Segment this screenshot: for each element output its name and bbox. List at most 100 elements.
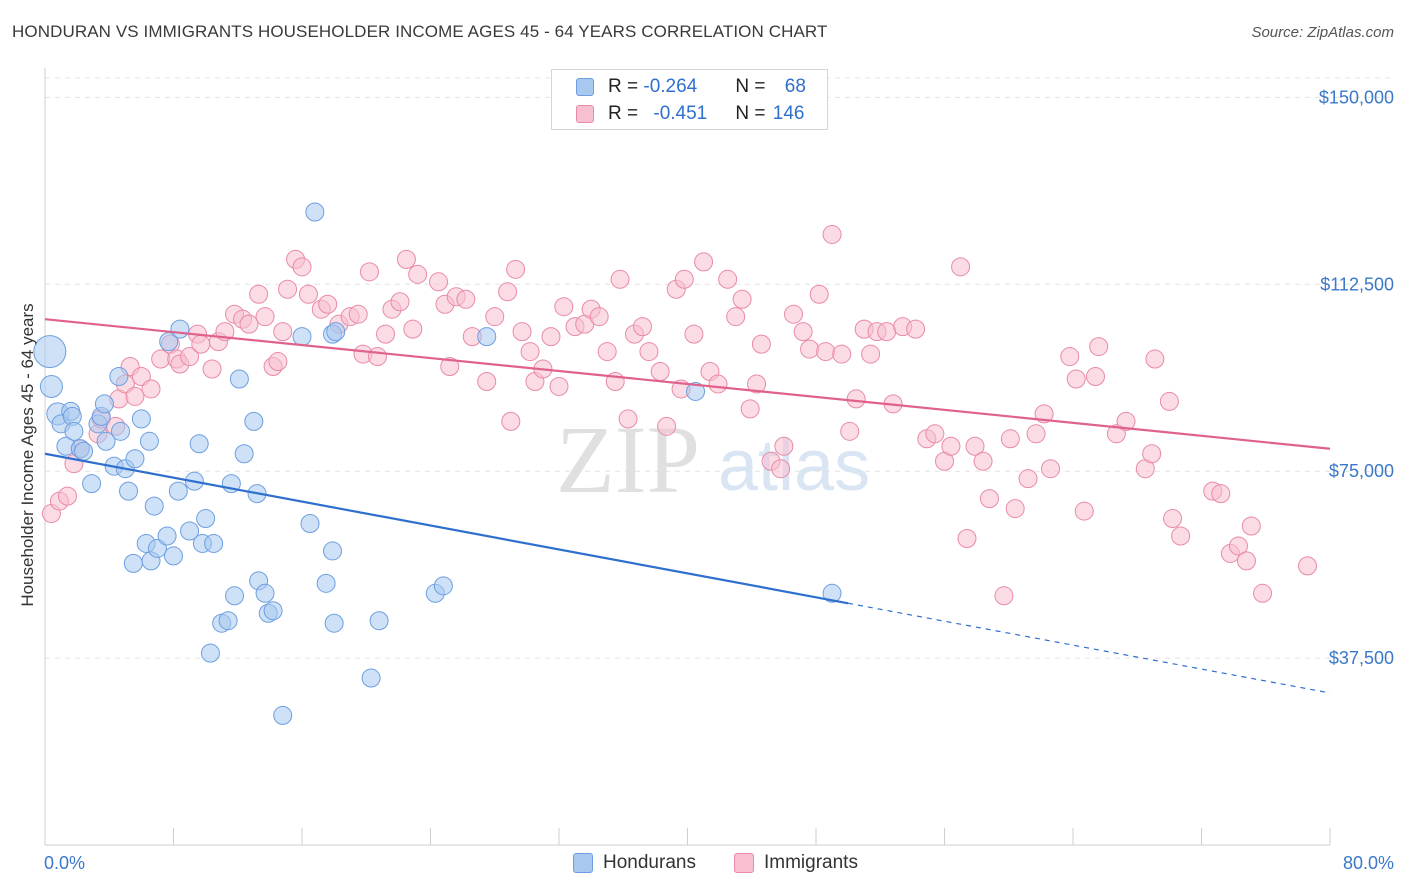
immigrants-point [973,451,993,471]
immigrants-point [1060,347,1080,367]
immigrants-point [684,324,704,344]
hondurans-point [292,327,312,347]
n-value: 68 [784,76,806,97]
y-tick-label: $75,000 [1329,461,1394,481]
immigrants-point [1145,349,1165,369]
immigrants-point [541,327,561,347]
immigrants-point [906,319,926,339]
immigrants-point [408,264,428,284]
hondurans-point [180,521,200,541]
immigrants-point [359,262,379,282]
immigrants-point [278,279,298,299]
hondurans-point [316,573,336,593]
immigrants-point [832,344,852,364]
hondurans-point [82,474,102,494]
hondurans-point [234,444,254,464]
immigrants-point [740,399,760,419]
immigrants-point [1163,509,1183,529]
hondurans-point [255,583,275,603]
immigrants-point [1089,337,1109,357]
hondurans-point [125,449,145,469]
immigrants-point [1074,501,1094,521]
hondurans-point [164,546,183,566]
hondurans-swatch [576,78,594,96]
immigrants-point [771,459,791,479]
hondurans-point [139,431,159,451]
hondurans-point [822,583,842,603]
hondurans-point [168,481,188,501]
immigrants-point [732,289,752,309]
hondurans-point [244,411,264,431]
hondurans-point [218,611,238,631]
hondurans-point [369,611,389,631]
hondurans-point [324,613,344,633]
hondurans-point [200,643,220,663]
immigrants-point [1142,444,1162,464]
immigrants-point [1041,459,1061,479]
immigrants-point [1116,411,1136,431]
immigrants-point [1298,556,1318,576]
immigrants-point [597,342,617,362]
immigrants-point [965,436,985,456]
r-label: R = [608,103,644,124]
n-value: 146 [772,103,805,124]
hondurans-points [33,202,842,725]
hondurans-point [686,381,706,401]
x-tick-max: 80.0% [1343,853,1394,873]
chart-title: HONDURAN VS IMMIGRANTS HOUSEHOLDER INCOM… [12,22,828,41]
immigrants-point [1171,526,1191,546]
y-tick-label: $150,000 [1319,87,1394,107]
immigrants-point [429,272,449,292]
hondurans-swatch [573,853,593,873]
immigrants-point [501,411,521,431]
immigrants-point [979,489,999,509]
immigrants-point [694,252,714,272]
source-label: Source: ZipAtlas.com [1251,24,1394,41]
immigrants-point [390,292,410,312]
immigrants-point [822,224,842,244]
hondurans-point [110,421,130,441]
immigrants-point [846,389,866,409]
immigrants-point [639,342,659,362]
y-tick-label: $37,500 [1329,648,1394,668]
immigrants-swatch [576,105,594,123]
hondurans-point [119,481,139,501]
immigrants-point [840,421,860,441]
immigrants-points [41,224,1318,606]
hondurans-point [225,586,245,606]
immigrants-point [367,347,387,367]
immigrants-point [1159,391,1179,411]
immigrants-point [1236,551,1256,571]
legend-row-hondurans: R = -0.264 N = 68 [576,75,806,99]
hondurans-point [323,541,343,561]
hondurans-point [64,421,84,441]
immigrants-point [674,269,694,289]
hondurans-point [326,322,346,342]
immigrants-point [726,307,746,327]
immigrants-point [456,289,476,309]
immigrants-point [1253,583,1273,603]
immigrants-point [1228,536,1248,556]
immigrants-point [292,257,312,277]
trend-lines [44,318,1331,694]
hondurans-point [170,319,190,339]
immigrants-point [520,342,540,362]
immigrants-point [498,282,518,302]
immigrants-point [784,304,804,324]
immigrants-point [549,376,569,396]
hondurans-point [204,533,224,553]
immigrants-point [718,269,738,289]
immigrants-point [202,359,222,379]
immigrants-point [376,324,396,344]
legend-hondurans: Hondurans [573,852,696,874]
hondurans-point [305,202,325,222]
immigrants-point [1211,484,1231,504]
hondurans-point [196,509,216,529]
immigrants-point [809,284,829,304]
immigrants-point [396,249,416,269]
hondurans-point [131,409,151,429]
immigrants-point [239,314,259,334]
immigrants-point [1066,369,1086,389]
legend-immigrants: Immigrants [734,852,858,874]
